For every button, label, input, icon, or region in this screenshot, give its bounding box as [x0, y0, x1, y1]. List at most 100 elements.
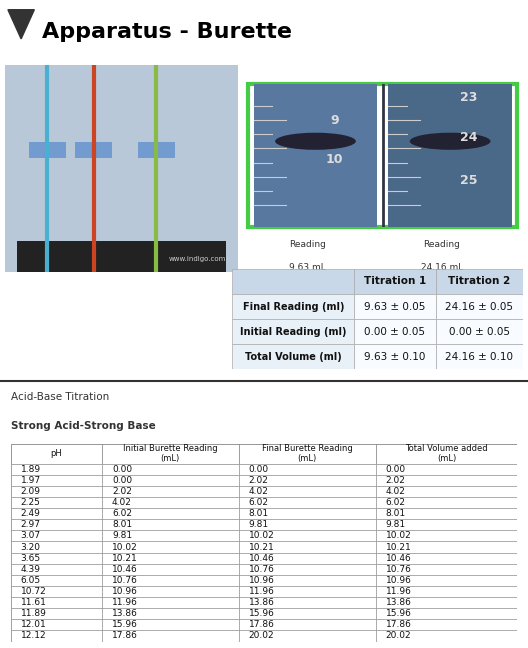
Bar [239, 553, 375, 564]
Ellipse shape [275, 133, 356, 150]
Text: 9.81: 9.81 [249, 520, 269, 529]
Text: 20.02: 20.02 [249, 631, 275, 640]
Bar [11, 508, 102, 519]
Bar [102, 619, 239, 631]
Bar [354, 319, 436, 344]
Bar [17, 241, 226, 272]
Bar [239, 475, 375, 486]
Text: 8.01: 8.01 [385, 509, 406, 518]
Bar [354, 344, 436, 369]
Bar [239, 586, 375, 597]
Bar [375, 564, 517, 575]
Text: 6.02: 6.02 [385, 498, 406, 507]
Text: 15.96: 15.96 [385, 609, 411, 618]
Text: 6.02: 6.02 [112, 509, 132, 518]
Bar [436, 319, 523, 344]
Bar [375, 597, 517, 608]
Bar [239, 619, 375, 631]
Bar [354, 294, 436, 319]
Text: 11.96: 11.96 [385, 587, 411, 596]
Text: 10.96: 10.96 [385, 576, 411, 585]
Text: 11.89: 11.89 [21, 609, 46, 618]
Bar [102, 508, 239, 519]
Bar [375, 542, 517, 553]
Text: 24.16 mL: 24.16 mL [421, 263, 463, 272]
Bar [102, 542, 239, 553]
Bar [436, 294, 523, 319]
Text: 0.00 ± 0.05: 0.00 ± 0.05 [449, 327, 510, 337]
Text: Total Volume (ml): Total Volume (ml) [245, 352, 342, 362]
Bar [11, 619, 102, 631]
Text: 2.09: 2.09 [21, 487, 41, 496]
Bar [375, 475, 517, 486]
Text: 10.76: 10.76 [385, 565, 411, 573]
Bar [29, 141, 65, 158]
Text: 13.86: 13.86 [112, 609, 138, 618]
Text: 9.63 mL: 9.63 mL [289, 263, 326, 272]
Text: 10.21: 10.21 [112, 553, 138, 562]
Bar [375, 508, 517, 519]
Text: 10.76: 10.76 [112, 576, 138, 585]
Text: 24.16 ± 0.10: 24.16 ± 0.10 [445, 352, 513, 362]
Bar [11, 564, 102, 575]
Text: 11.96: 11.96 [112, 598, 138, 607]
Bar [375, 619, 517, 631]
Text: 20.02: 20.02 [385, 631, 411, 640]
Bar [102, 586, 239, 597]
Text: 4.02: 4.02 [385, 487, 406, 496]
Text: 10.96: 10.96 [249, 576, 275, 585]
Bar [239, 631, 375, 642]
Bar [102, 519, 239, 530]
Text: 10.76: 10.76 [249, 565, 275, 573]
Bar [375, 586, 517, 597]
Bar [11, 475, 102, 486]
Text: 13.86: 13.86 [249, 598, 275, 607]
Text: 11.96: 11.96 [249, 587, 275, 596]
Text: 12.12: 12.12 [21, 631, 46, 640]
Bar [102, 597, 239, 608]
Text: 4.02: 4.02 [249, 487, 269, 496]
Bar [102, 475, 239, 486]
Text: 0.00: 0.00 [112, 465, 132, 474]
Bar [75, 141, 112, 158]
Bar [11, 631, 102, 642]
Text: 17.86: 17.86 [385, 620, 411, 629]
Text: 10.46: 10.46 [249, 553, 275, 562]
Bar [102, 464, 239, 475]
Bar [388, 84, 512, 227]
Text: 1.89: 1.89 [21, 465, 41, 474]
Text: Total Volume added
(mL): Total Volume added (mL) [405, 444, 488, 463]
Bar [11, 586, 102, 597]
Text: 10.02: 10.02 [385, 531, 411, 540]
Bar [239, 597, 375, 608]
Bar [354, 269, 436, 294]
Bar [436, 269, 523, 294]
Bar [239, 542, 375, 553]
Bar [375, 575, 517, 586]
Bar [239, 497, 375, 508]
Text: Final Burette Reading
(mL): Final Burette Reading (mL) [262, 444, 353, 463]
Text: Acid-Base Titration: Acid-Base Titration [11, 392, 109, 402]
Text: 9: 9 [330, 114, 338, 127]
Text: 9.63 ± 0.05: 9.63 ± 0.05 [364, 301, 426, 312]
Text: 0.00: 0.00 [385, 465, 406, 474]
Bar [11, 497, 102, 508]
Text: 9.63 ± 0.10: 9.63 ± 0.10 [364, 352, 426, 362]
Bar [239, 608, 375, 619]
Text: 2.02: 2.02 [112, 487, 132, 496]
Bar [375, 497, 517, 508]
Text: 9.81: 9.81 [385, 520, 406, 529]
Bar [102, 444, 239, 464]
Bar [11, 464, 102, 475]
Text: 10.46: 10.46 [385, 553, 411, 562]
Bar [11, 519, 102, 530]
Bar [239, 464, 375, 475]
Text: 10.02: 10.02 [112, 542, 138, 551]
Text: Final Reading (ml): Final Reading (ml) [242, 301, 344, 312]
Bar [232, 294, 354, 319]
Bar [102, 486, 239, 497]
Text: 17.86: 17.86 [249, 620, 275, 629]
Text: Titration 1: Titration 1 [364, 277, 426, 286]
Polygon shape [8, 10, 34, 39]
Bar [11, 575, 102, 586]
